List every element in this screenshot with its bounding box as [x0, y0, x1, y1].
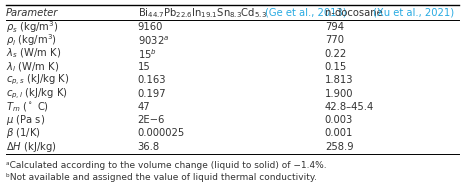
Text: (Xu et al., 2021): (Xu et al., 2021) — [373, 8, 454, 18]
Text: 9160: 9160 — [138, 22, 163, 32]
Text: 0.163: 0.163 — [138, 75, 166, 85]
Text: $\Delta H$ (kJ/kg): $\Delta H$ (kJ/kg) — [6, 140, 57, 154]
Text: 794: 794 — [325, 22, 344, 32]
Text: $T_m$ ($^\circ$ C): $T_m$ ($^\circ$ C) — [6, 100, 49, 114]
Text: 9032$^a$: 9032$^a$ — [138, 34, 169, 47]
Text: $\beta$ (1/K): $\beta$ (1/K) — [6, 127, 41, 140]
Text: $\rho_l$ (kg/m$^3$): $\rho_l$ (kg/m$^3$) — [6, 33, 57, 48]
Text: 770: 770 — [325, 35, 344, 45]
Text: 1.813: 1.813 — [325, 75, 353, 85]
Text: $c_{p,l}$ (kJ/kg K): $c_{p,l}$ (kJ/kg K) — [6, 86, 68, 101]
Text: 15: 15 — [138, 62, 150, 72]
Text: Parameter: Parameter — [6, 8, 58, 18]
Text: $\lambda_s$ (W/m K): $\lambda_s$ (W/m K) — [6, 47, 61, 60]
Text: 0.001: 0.001 — [325, 129, 353, 139]
Text: 36.8: 36.8 — [138, 142, 160, 152]
Text: 47: 47 — [138, 102, 150, 112]
Text: (Ge et al., 2013): (Ge et al., 2013) — [265, 8, 346, 18]
Text: 0.22: 0.22 — [325, 49, 347, 59]
Text: 15$^b$: 15$^b$ — [138, 47, 156, 60]
Text: n-docosane: n-docosane — [325, 8, 386, 18]
Text: 0.003: 0.003 — [325, 115, 353, 125]
Text: 1.900: 1.900 — [325, 89, 353, 99]
Text: 42.8–45.4: 42.8–45.4 — [325, 102, 374, 112]
Text: $c_{p,s}$ (kJ/kg K): $c_{p,s}$ (kJ/kg K) — [6, 73, 70, 88]
Text: 0.000025: 0.000025 — [138, 129, 185, 139]
Text: 0.197: 0.197 — [138, 89, 166, 99]
Text: ᵃCalculated according to the volume change (liquid to solid) of −1.4%.: ᵃCalculated according to the volume chan… — [6, 161, 327, 170]
Text: $\mu$ (Pa s): $\mu$ (Pa s) — [6, 113, 45, 127]
Text: ᵇNot available and assigned the value of liquid thermal conductivity.: ᵇNot available and assigned the value of… — [6, 173, 317, 181]
Text: 0.15: 0.15 — [325, 62, 347, 72]
Text: $\lambda_l$ (W/m K): $\lambda_l$ (W/m K) — [6, 60, 60, 74]
Text: Bi$_{44.7}$Pb$_{22.6}$In$_{19.1}$Sn$_{8.3}$Cd$_{5.3}$: Bi$_{44.7}$Pb$_{22.6}$In$_{19.1}$Sn$_{8.… — [138, 6, 267, 20]
Text: 258.9: 258.9 — [325, 142, 354, 152]
Text: 2E−6: 2E−6 — [138, 115, 165, 125]
Text: $\rho_s$ (kg/m$^3$): $\rho_s$ (kg/m$^3$) — [6, 19, 59, 35]
